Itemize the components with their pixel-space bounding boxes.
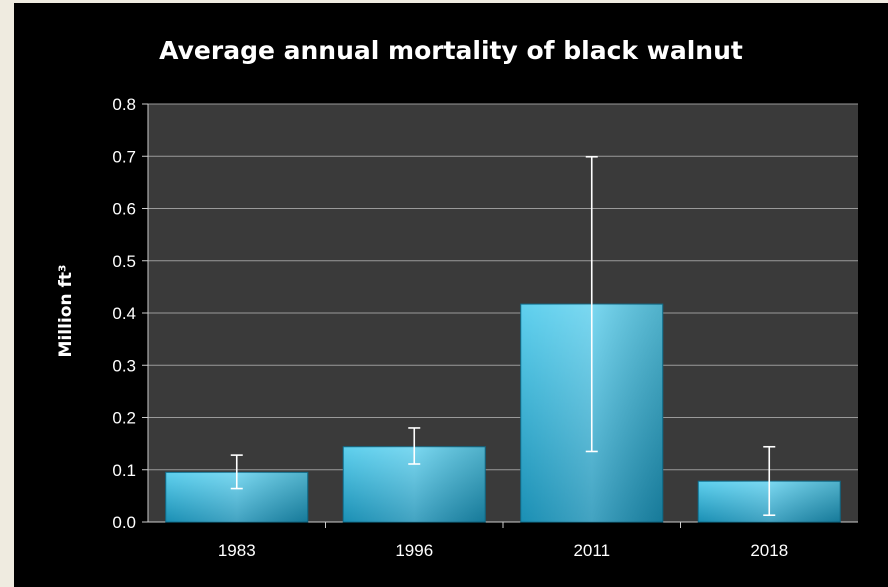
error-bar-1996: [408, 427, 421, 465]
chart-title: Average annual mortality of black walnut: [159, 36, 743, 65]
y-tick-label: 0.0: [112, 513, 136, 532]
y-tick-label: 0.8: [112, 95, 136, 114]
error-bar-2011: [585, 155, 598, 453]
y-tick-label: 0.2: [112, 409, 136, 428]
error-bar-2018: [763, 445, 776, 517]
tick-labels: 0.0 0.1 0.2 0.3 0.4 0.5 0.6 0.7 0.8 1983 1996 2011 2…: [112, 95, 788, 560]
error-bars: [230, 155, 776, 517]
x-tick-label: 2018: [750, 541, 788, 560]
y-tick-label: 0.3: [112, 356, 136, 375]
y-tick-label: 0.7: [112, 147, 136, 166]
error-bar-1983: [230, 454, 243, 490]
grid-lines: [148, 103, 858, 471]
y-tick-label: 0.1: [112, 461, 136, 480]
y-tick-label: 0.6: [112, 200, 136, 219]
x-tick-label: 1983: [218, 541, 256, 560]
x-tick-label: 2011: [573, 541, 610, 560]
y-tick-label: 0.4: [112, 304, 136, 323]
x-tick-label: 1996: [395, 541, 433, 560]
y-tick-label: 0.5: [112, 252, 136, 271]
